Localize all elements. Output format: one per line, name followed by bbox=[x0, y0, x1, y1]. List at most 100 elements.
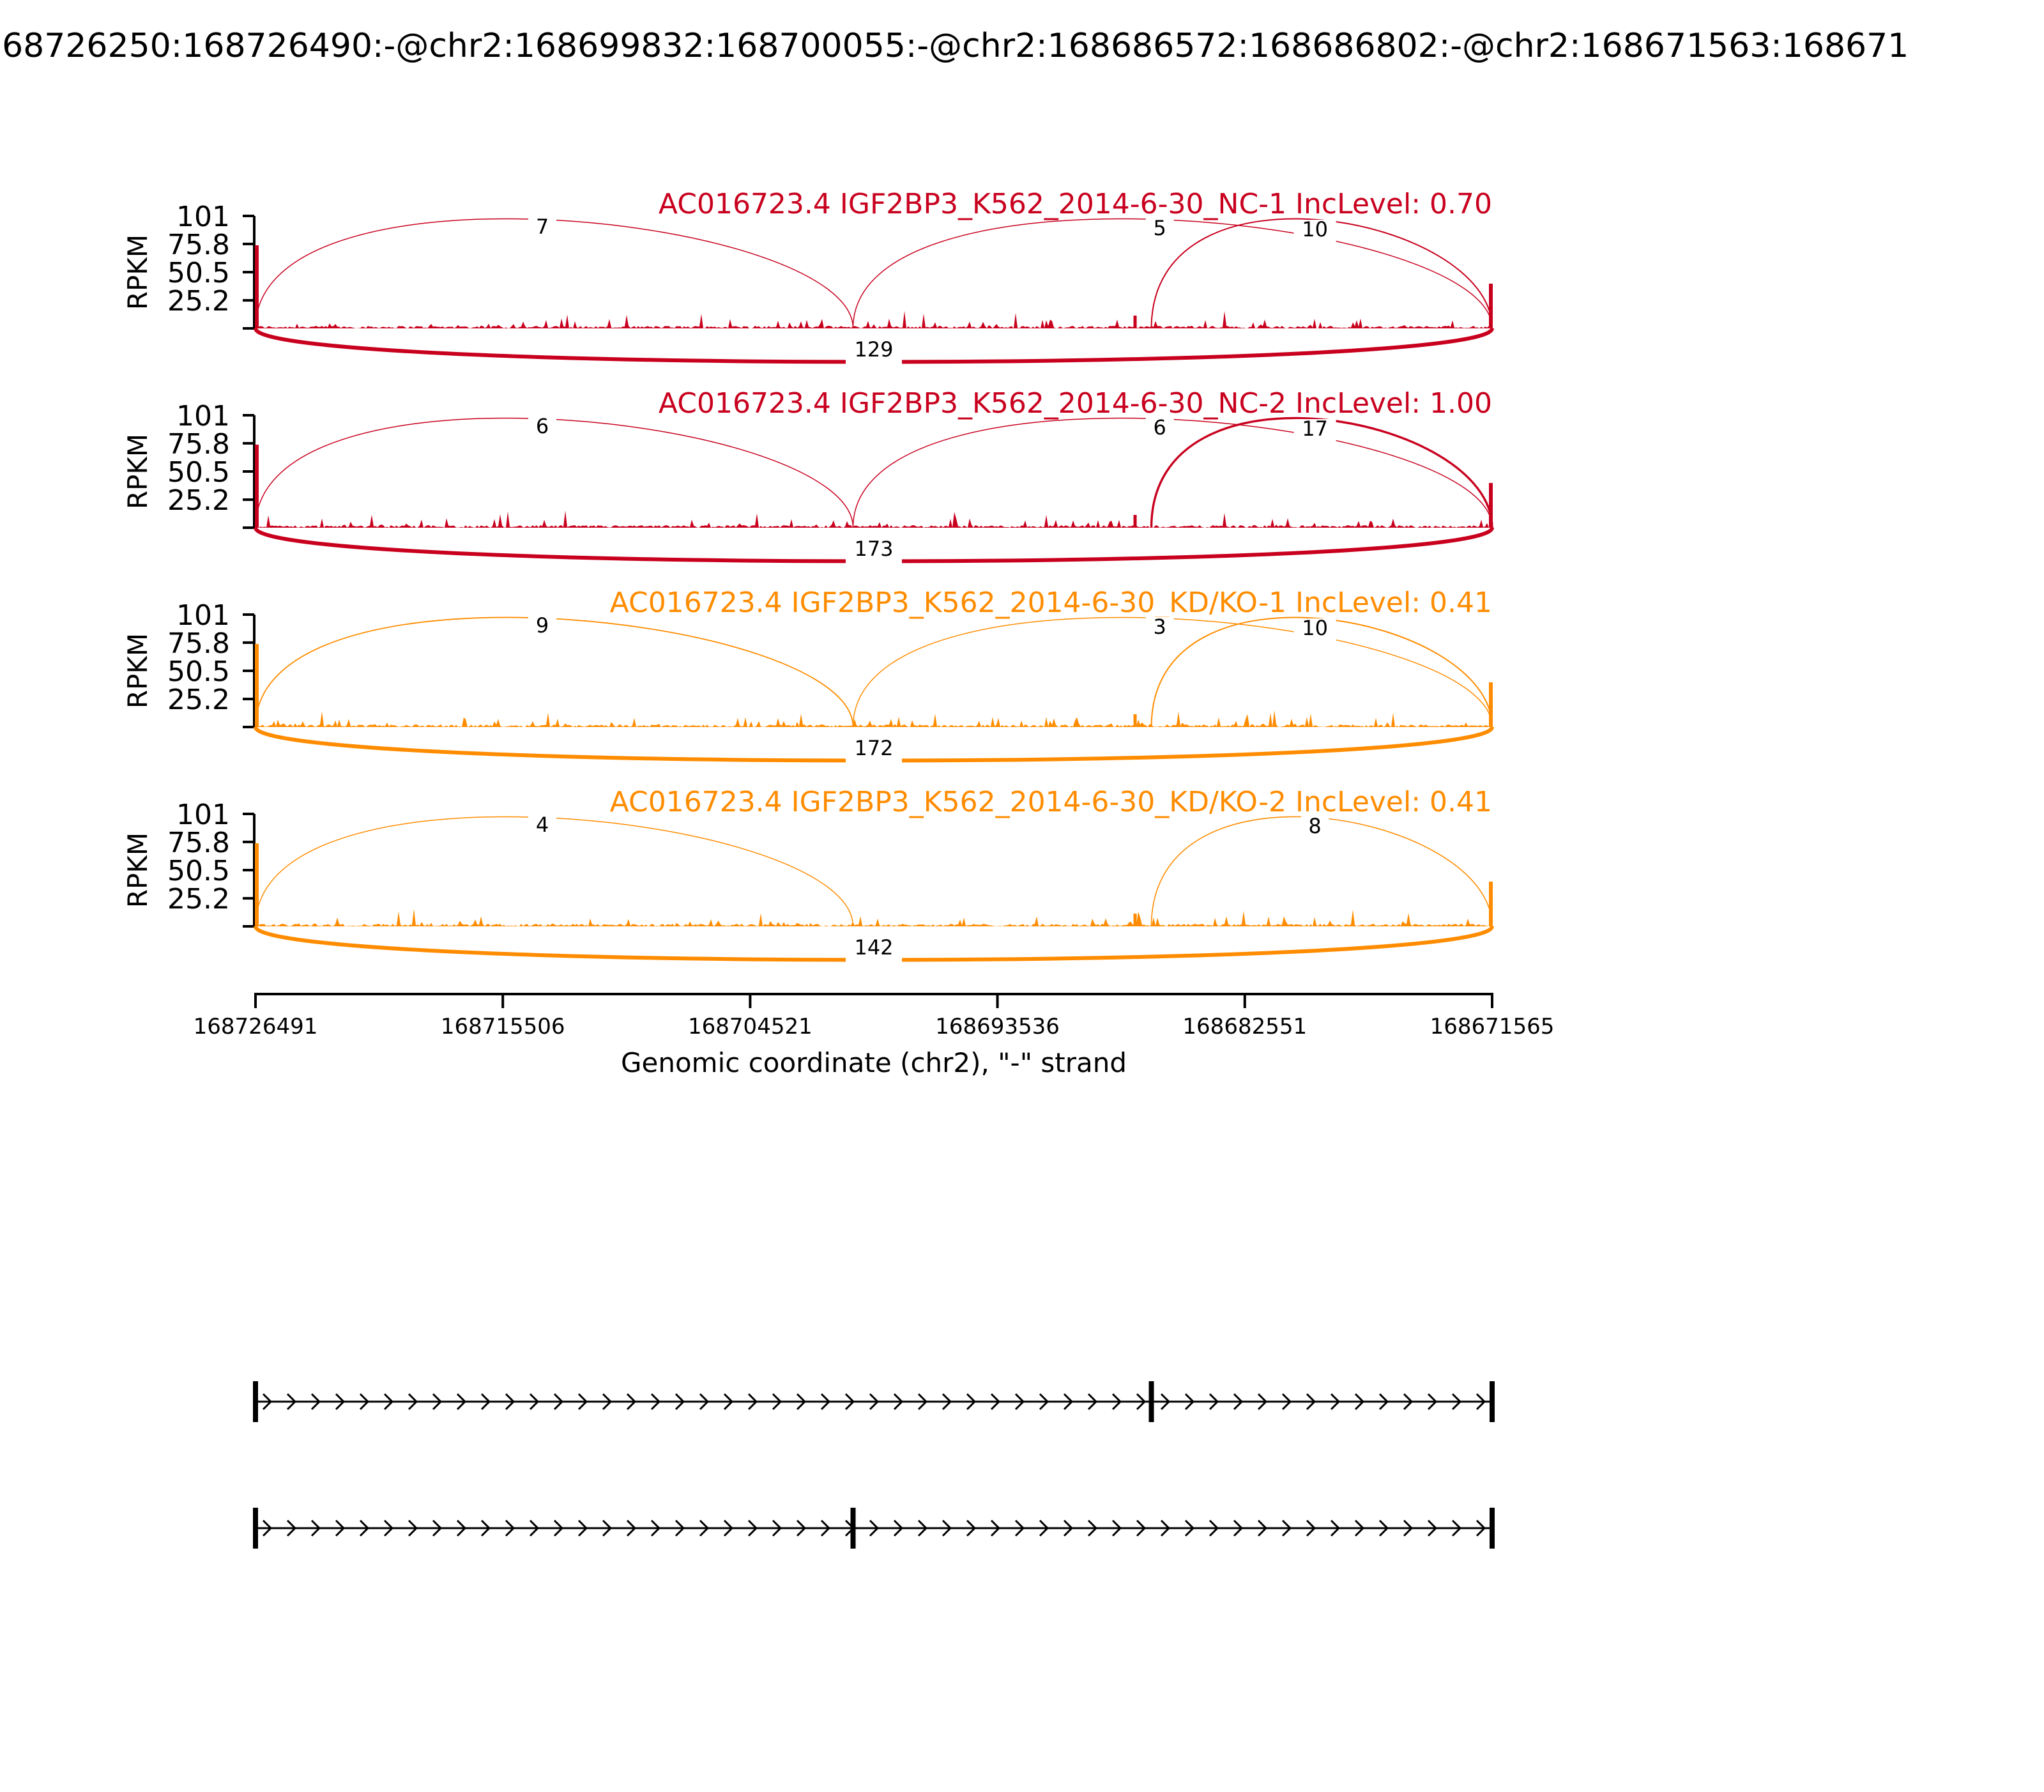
strand-arrow bbox=[1354, 1519, 1365, 1537]
strand-arrow bbox=[1403, 1519, 1414, 1537]
transcript-track bbox=[253, 1381, 1495, 1422]
junction-count-label: 5 bbox=[1154, 216, 1166, 240]
strand-arrow bbox=[1281, 1393, 1292, 1411]
junction-count-label: 142 bbox=[854, 935, 893, 960]
strand-arrow bbox=[1209, 1393, 1219, 1411]
strand-arrow bbox=[1014, 1393, 1025, 1411]
strand-arrow bbox=[723, 1393, 734, 1411]
strand-arrow bbox=[1063, 1393, 1074, 1411]
strand-arrow bbox=[505, 1519, 515, 1537]
strand-arrow bbox=[747, 1519, 758, 1537]
strand-arrow bbox=[1160, 1519, 1171, 1537]
strand-arrow bbox=[990, 1519, 1001, 1537]
y-tick-label: 101 bbox=[176, 799, 230, 831]
strand-arrow bbox=[942, 1393, 952, 1411]
coverage-spike bbox=[1133, 914, 1137, 926]
strand-arrow bbox=[1039, 1393, 1049, 1411]
junction-count-label: 6 bbox=[536, 414, 549, 438]
strand-arrow bbox=[335, 1519, 346, 1537]
strand-arrow bbox=[1306, 1393, 1316, 1411]
junction-label-bg bbox=[528, 616, 557, 640]
strand-arrow bbox=[1451, 1393, 1462, 1411]
y-tick-label: 50.5 bbox=[167, 855, 230, 887]
y-axis-label: RPKM bbox=[122, 832, 153, 908]
junction-count-label: 10 bbox=[1302, 217, 1328, 241]
strand-arrow bbox=[335, 1393, 346, 1411]
junction-label-bg bbox=[528, 417, 557, 441]
junction-label-bg bbox=[846, 938, 902, 962]
strand-arrow bbox=[1476, 1393, 1486, 1411]
strand-arrow bbox=[1476, 1519, 1486, 1537]
strand-arrow bbox=[1427, 1519, 1438, 1537]
y-tick-label: 25.2 bbox=[167, 883, 230, 915]
strand-arrow bbox=[1111, 1519, 1122, 1537]
exon-mark bbox=[253, 1508, 258, 1549]
strand-arrow bbox=[1209, 1519, 1219, 1537]
strand-arrow bbox=[650, 1519, 661, 1537]
strand-arrow bbox=[772, 1519, 782, 1537]
strand-arrow bbox=[553, 1519, 564, 1537]
strand-arrow bbox=[1233, 1393, 1244, 1411]
strand-arrow bbox=[675, 1519, 685, 1537]
strand-arrow bbox=[1403, 1393, 1414, 1411]
coverage-spike bbox=[1489, 682, 1493, 727]
strand-arrow bbox=[1330, 1393, 1341, 1411]
strand-arrow bbox=[359, 1393, 370, 1411]
strand-arrow bbox=[286, 1519, 297, 1537]
coverage-area bbox=[256, 710, 1492, 727]
exon-mark bbox=[1490, 1508, 1495, 1549]
junction-count-label: 9 bbox=[536, 613, 549, 638]
strand-arrow bbox=[383, 1393, 394, 1411]
strand-arrow bbox=[1063, 1519, 1074, 1537]
coverage-spike bbox=[1133, 714, 1137, 727]
strand-arrow bbox=[942, 1519, 952, 1537]
junction-count-label: 173 bbox=[854, 537, 893, 561]
strand-arrow bbox=[1233, 1519, 1244, 1537]
strand-arrow bbox=[869, 1519, 880, 1537]
strand-arrow bbox=[602, 1393, 613, 1411]
junction-label-bg bbox=[528, 815, 557, 839]
strand-arrow bbox=[1257, 1393, 1268, 1411]
x-axis: 168726491 168715506 168704521 168693536 1686… bbox=[194, 993, 1554, 1078]
strand-arrow bbox=[1014, 1519, 1025, 1537]
junction-label-bg bbox=[846, 340, 902, 364]
y-axis-label: RPKM bbox=[122, 434, 153, 509]
strand-arrow bbox=[577, 1393, 588, 1411]
transcript-track bbox=[253, 1508, 1495, 1549]
strand-arrow bbox=[723, 1519, 734, 1537]
junction-count-label: 10 bbox=[1302, 616, 1328, 640]
x-tick-label: 168715506 bbox=[441, 1014, 565, 1039]
strand-arrow bbox=[1330, 1519, 1341, 1537]
strand-arrow bbox=[893, 1519, 904, 1537]
coverage-area bbox=[256, 510, 1492, 528]
junction-label-bg bbox=[1293, 618, 1336, 643]
strand-arrow bbox=[1427, 1393, 1438, 1411]
panel-title: AC016723.4 IGF2BP3_K562_2014-6-30_KD/KO-… bbox=[610, 586, 1492, 619]
y-tick-label: 75.8 bbox=[167, 827, 230, 859]
strand-arrow bbox=[1306, 1519, 1316, 1537]
junction-count-label: 129 bbox=[854, 337, 893, 362]
strand-arrow bbox=[577, 1519, 588, 1537]
strand-arrow bbox=[310, 1519, 321, 1537]
junction-label-bg bbox=[846, 539, 902, 563]
coverage-spike bbox=[1489, 882, 1493, 926]
strand-arrow bbox=[553, 1393, 564, 1411]
junction-label-bg bbox=[528, 217, 557, 241]
strand-arrow bbox=[1160, 1393, 1171, 1411]
strand-arrow bbox=[383, 1519, 394, 1537]
strand-arrow bbox=[1039, 1519, 1049, 1537]
x-tick-label: 168693536 bbox=[935, 1014, 1060, 1039]
strand-arrow bbox=[505, 1393, 515, 1411]
strand-arrow bbox=[602, 1519, 613, 1537]
strand-arrow bbox=[529, 1393, 540, 1411]
coverage-spike bbox=[1489, 284, 1493, 328]
strand-arrow bbox=[869, 1393, 880, 1411]
y-tick-label: 75.8 bbox=[167, 627, 230, 660]
strand-arrow bbox=[480, 1519, 491, 1537]
x-axis-label: Genomic coordinate (chr2), "-" strand bbox=[621, 1047, 1127, 1078]
strand-arrow bbox=[699, 1519, 710, 1537]
coverage-area bbox=[256, 310, 1492, 328]
